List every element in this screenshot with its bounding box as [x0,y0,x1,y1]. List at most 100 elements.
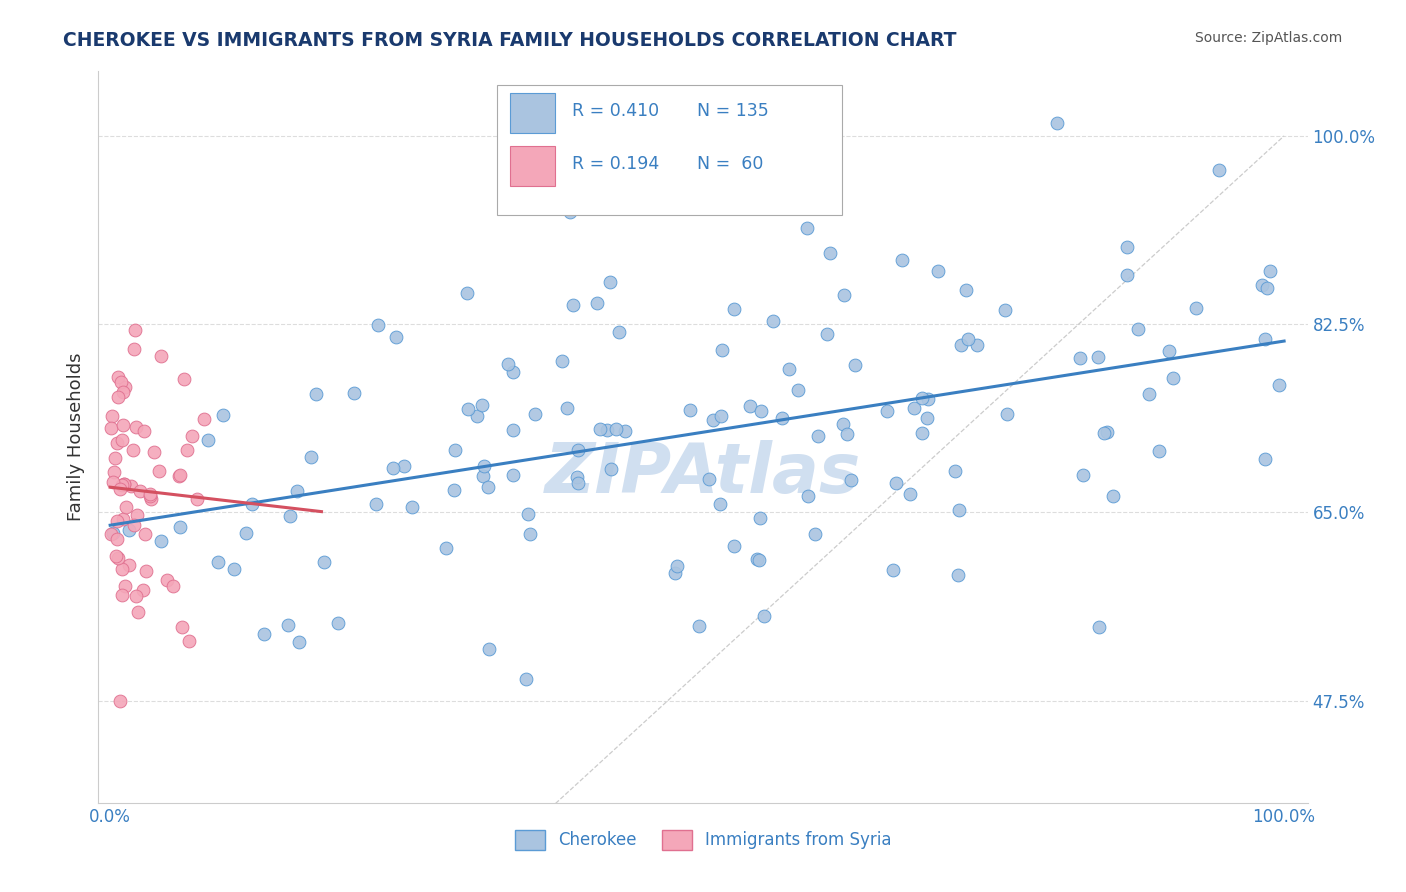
Point [523,407,546,421]
Point [132,583,155,598]
Point [688,619,710,633]
Point [817,327,839,342]
Point [502,468,524,483]
Point [101,475,124,489]
Point [955,284,977,298]
Point [111,512,134,526]
Point [607,325,630,339]
Point [111,417,134,432]
Point [567,470,589,484]
Point [496,358,519,372]
Point [917,392,939,406]
Point [804,527,827,541]
Point [994,302,1017,317]
Point [132,424,155,438]
Point [995,407,1018,421]
Point [778,362,800,376]
Point [915,411,938,425]
Point [299,450,322,465]
Text: N =  60: N = 60 [697,155,763,173]
FancyBboxPatch shape [509,146,555,186]
Point [114,380,136,394]
Point [943,464,966,478]
Point [699,471,721,485]
Point [457,401,479,416]
Point [285,483,308,498]
Point [103,465,125,479]
Point [891,252,914,267]
Point [105,533,128,547]
Point [108,482,131,496]
Point [748,511,770,525]
Point [111,433,134,447]
Point [401,500,423,514]
Point [105,514,128,528]
Point [567,475,589,490]
Point [1260,264,1282,278]
Point [176,443,198,458]
Point [139,487,162,501]
Point [150,534,173,549]
Point [105,436,128,450]
Point [173,372,195,386]
Point [560,204,582,219]
Point [141,492,163,507]
Point [702,413,724,427]
Point [882,563,904,577]
Point [366,497,388,511]
Point [108,693,131,707]
Point [118,523,141,537]
Point [589,422,612,436]
Point [478,641,501,656]
Point [124,323,146,337]
Point [111,478,134,492]
Text: N = 135: N = 135 [697,102,769,120]
Point [115,500,138,514]
Point [122,442,145,457]
Point [343,386,366,401]
Point [666,559,689,574]
Point [474,459,496,474]
Point [139,489,162,503]
Point [127,508,149,522]
Point [966,337,988,351]
Point [224,561,246,575]
Point [1046,116,1069,130]
Point [197,433,219,447]
Point [1208,162,1230,177]
Point [100,527,122,541]
Point [1087,350,1109,364]
Point [949,338,972,352]
Point [314,555,336,569]
Point [288,634,311,648]
Point [599,275,621,289]
Point [169,520,191,534]
Point [180,428,202,442]
Point [122,517,145,532]
Point [664,566,686,581]
Point [103,526,125,541]
Point [107,370,129,384]
Point [747,551,769,566]
Point [162,579,184,593]
Point [748,552,770,566]
Point [207,555,229,569]
Point [948,568,970,582]
Point [1254,452,1277,467]
Point [711,343,734,357]
Point [948,503,970,517]
Point [444,442,467,457]
Point [807,428,830,442]
Point [128,484,150,499]
Point [1157,344,1180,359]
Point [105,549,128,563]
Point [328,615,350,630]
Point [253,627,276,641]
Point [465,409,488,424]
FancyBboxPatch shape [498,86,842,216]
Point [586,296,609,310]
Point [1097,425,1119,439]
Point [211,408,233,422]
Point [149,349,172,363]
Point [456,286,478,301]
